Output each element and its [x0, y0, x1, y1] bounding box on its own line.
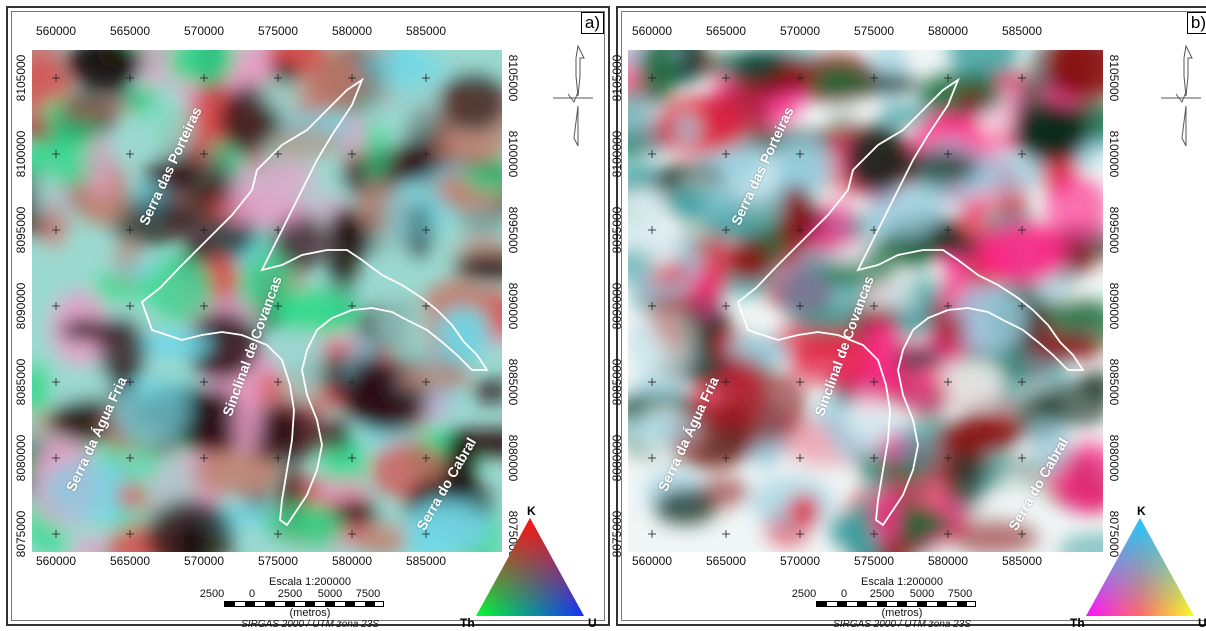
x-tick-label: 570000 — [184, 24, 224, 38]
y-tick-label: 8090000 — [1107, 271, 1121, 341]
y-tick-label: 8095000 — [610, 195, 624, 265]
y-tick-label: 8080000 — [14, 423, 28, 493]
y-tick-label: 8105000 — [506, 43, 520, 113]
ternary-legend-a: K Th U — [470, 508, 590, 626]
scale-title: Escala 1:200000 — [190, 576, 430, 588]
scale-tick: 2500 — [278, 588, 302, 600]
scale-ticks: 2500 0 2500 5000 7500 — [782, 588, 1022, 600]
scale-bar-graphic — [816, 601, 976, 607]
x-tick-label: 570000 — [780, 24, 820, 38]
x-tick-label: 565000 — [706, 24, 746, 38]
map-panel-a: a) 560000 565000 570000 575000 580000 585000 … — [6, 6, 610, 626]
ternary-left-label: Th — [1070, 616, 1085, 630]
y-tick-label: 8085000 — [610, 347, 624, 417]
y-tick-label: 8095000 — [506, 195, 520, 265]
scale-tick: 5000 — [910, 588, 934, 600]
scale-bar-graphic — [224, 601, 384, 607]
x-tick-label: 565000 — [706, 554, 746, 568]
x-tick-label: 585000 — [406, 24, 446, 38]
x-tick-label: 575000 — [854, 24, 894, 38]
x-tick-label: 570000 — [780, 554, 820, 568]
panel-letter: a) — [581, 12, 604, 34]
y-tick-label: 8100000 — [610, 119, 624, 189]
ternary-right-label: U — [1198, 616, 1206, 630]
scale-unit: (metros) — [190, 607, 430, 619]
scale-tick: 2500 — [200, 588, 224, 600]
y-tick-label: 8085000 — [506, 347, 520, 417]
x-tick-label: 560000 — [632, 554, 672, 568]
crs-label: SIRGAS 2000 / UTM zona 23S — [782, 619, 1022, 630]
y-tick-label: 8100000 — [506, 119, 520, 189]
y-tick-label: 8105000 — [14, 43, 28, 113]
x-tick-label: 580000 — [332, 554, 372, 568]
ternary-legend-b: K Th U — [1080, 508, 1200, 626]
y-tick-label: 8080000 — [610, 423, 624, 493]
x-tick-label: 575000 — [258, 24, 298, 38]
x-tick-label: 580000 — [928, 24, 968, 38]
ternary-right-label: U — [588, 616, 597, 630]
scale-bar-a: Escala 1:200000 2500 0 2500 5000 7500 (m… — [190, 576, 430, 630]
y-tick-label: 8100000 — [1107, 119, 1121, 189]
scale-tick: 7500 — [948, 588, 972, 600]
ternary-left-label: Th — [460, 616, 475, 630]
y-tick-label: 8075000 — [14, 499, 28, 569]
y-tick-label: 8095000 — [1107, 195, 1121, 265]
x-tick-label: 580000 — [928, 554, 968, 568]
scale-tick: 7500 — [356, 588, 380, 600]
y-tick-label: 8105000 — [610, 43, 624, 113]
x-tick-label: 580000 — [332, 24, 372, 38]
crs-label: SIRGAS 2000 / UTM zona 23S — [190, 619, 430, 630]
y-tick-label: 8080000 — [506, 423, 520, 493]
y-tick-label: 8090000 — [14, 271, 28, 341]
scale-tick: 2500 — [870, 588, 894, 600]
x-tick-label: 585000 — [1002, 24, 1042, 38]
y-tick-label: 8090000 — [610, 271, 624, 341]
scale-unit: (metros) — [782, 607, 1022, 619]
y-tick-label: 8085000 — [14, 347, 28, 417]
x-tick-label: 575000 — [258, 554, 298, 568]
north-arrow-icon — [1156, 36, 1206, 156]
ternary-top-label: K — [1137, 504, 1146, 518]
panel-letter: b) — [1187, 12, 1206, 34]
x-tick-label: 560000 — [36, 554, 76, 568]
y-tick-label: 8090000 — [506, 271, 520, 341]
y-tick-label: 8085000 — [1107, 347, 1121, 417]
ternary-top-label: K — [527, 504, 536, 518]
x-tick-label: 560000 — [36, 24, 76, 38]
north-arrow-icon — [548, 36, 598, 156]
scale-tick: 0 — [249, 588, 255, 600]
x-tick-label: 570000 — [184, 554, 224, 568]
x-tick-label: 575000 — [854, 554, 894, 568]
y-tick-label: 8095000 — [14, 195, 28, 265]
scale-tick: 2500 — [792, 588, 816, 600]
y-tick-label: 8105000 — [1107, 43, 1121, 113]
scale-ticks: 2500 0 2500 5000 7500 — [190, 588, 430, 600]
y-tick-label: 8080000 — [1107, 423, 1121, 493]
ternary-triangle-b — [1080, 508, 1200, 626]
scale-bar-b: Escala 1:200000 2500 0 2500 5000 7500 (m… — [782, 576, 1022, 630]
x-tick-label: 560000 — [632, 24, 672, 38]
y-tick-label: 8075000 — [610, 499, 624, 569]
ternary-triangle-a — [470, 508, 590, 626]
scale-tick: 5000 — [318, 588, 342, 600]
x-tick-label: 565000 — [110, 554, 150, 568]
y-tick-label: 8100000 — [14, 119, 28, 189]
x-tick-label: 565000 — [110, 24, 150, 38]
map-panel-b: b) 560000 565000 570000 575000 580000 585000 … — [616, 6, 1206, 626]
scale-title: Escala 1:200000 — [782, 576, 1022, 588]
scale-tick: 0 — [841, 588, 847, 600]
x-tick-label: 585000 — [1002, 554, 1042, 568]
x-tick-label: 585000 — [406, 554, 446, 568]
